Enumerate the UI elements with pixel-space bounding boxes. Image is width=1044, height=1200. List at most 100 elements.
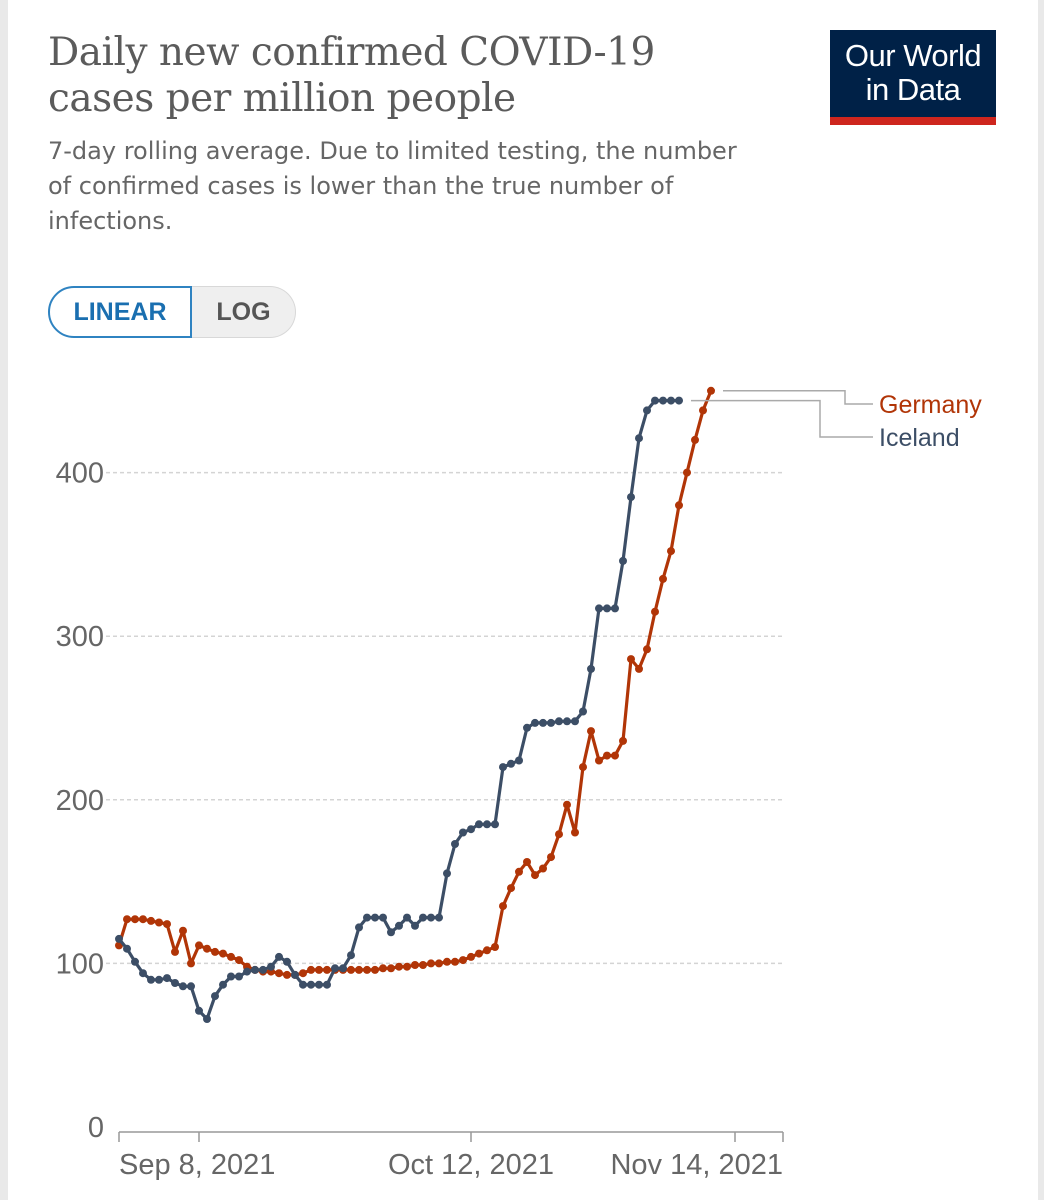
- germany-point-45: [475, 949, 483, 958]
- iceland-point-66: [643, 406, 651, 415]
- germany-point-67: [651, 607, 659, 616]
- germany-point-5: [155, 918, 163, 927]
- iceland-point-47: [491, 820, 499, 829]
- germany-point-55: [555, 830, 563, 839]
- iceland-point-44: [467, 825, 475, 834]
- series-germany: [115, 386, 715, 979]
- germany-point-53: [539, 864, 547, 873]
- germany-point-32: [371, 965, 379, 974]
- iceland-point-36: [403, 913, 411, 922]
- germany-point-62: [611, 751, 619, 760]
- x-tick-label-1: Oct 12, 2021: [388, 1149, 554, 1181]
- germany-point-60: [595, 756, 603, 765]
- chart-title: Daily new confirmed COVID-19 cases per m…: [48, 30, 655, 121]
- iceland-point-1: [123, 944, 131, 953]
- germany-point-15: [235, 956, 243, 965]
- frame-left: [0, 0, 8, 1200]
- germany-point-6: [163, 920, 171, 929]
- legend-label-germany: Germany: [879, 391, 982, 419]
- germany-point-2: [131, 915, 139, 924]
- iceland-point-21: [283, 957, 291, 966]
- germany-point-58: [579, 763, 587, 772]
- logo-line-2: in Data: [865, 72, 961, 107]
- germany-point-56: [563, 800, 571, 809]
- iceland-point-3: [139, 969, 147, 978]
- iceland-point-53: [539, 718, 547, 727]
- germany-point-66: [643, 645, 651, 654]
- iceland-point-5: [155, 975, 163, 984]
- iceland-point-26: [323, 980, 331, 989]
- iceland-point-18: [259, 965, 267, 974]
- iceland-point-60: [595, 604, 603, 613]
- iceland-point-2: [131, 957, 139, 966]
- iceland-point-51: [523, 723, 531, 732]
- germany-point-1: [123, 915, 131, 924]
- iceland-point-65: [635, 434, 643, 443]
- iceland-point-64: [627, 493, 635, 502]
- y-tick-label-200: 200: [56, 785, 104, 817]
- germany-point-26: [323, 965, 331, 974]
- iceland-point-48: [499, 763, 507, 772]
- frame-right: [1038, 0, 1044, 1200]
- germany-point-63: [619, 736, 627, 745]
- iceland-point-63: [619, 556, 627, 565]
- iceland-point-59: [587, 664, 595, 673]
- germany-point-73: [699, 406, 707, 415]
- iceland-point-12: [211, 992, 219, 1001]
- series-line-germany: [117, 390, 713, 977]
- iceland-point-42: [451, 840, 459, 848]
- iceland-point-9: [187, 982, 195, 991]
- iceland-point-24: [307, 980, 315, 989]
- germany-point-57: [571, 828, 579, 837]
- iceland-point-67: [651, 396, 659, 405]
- iceland-point-41: [443, 869, 451, 878]
- y-axis-tick-labels: 0 100 200 300 400: [56, 458, 104, 1144]
- germany-point-68: [659, 574, 667, 583]
- germany-point-4: [147, 916, 155, 925]
- germany-point-13: [219, 949, 227, 958]
- iceland-point-6: [163, 974, 171, 983]
- germany-point-24: [307, 965, 315, 974]
- iceland-point-34: [387, 928, 395, 937]
- iceland-point-62: [611, 604, 619, 613]
- iceland-point-61: [603, 604, 611, 613]
- germany-point-40: [435, 959, 443, 968]
- owid-logo[interactable]: Our World in Data: [830, 30, 996, 125]
- iceland-point-33: [379, 913, 387, 922]
- iceland-point-23: [299, 980, 307, 989]
- germany-point-74: [707, 386, 715, 395]
- iceland-point-31: [363, 913, 371, 922]
- germany-point-9: [187, 959, 195, 968]
- iceland-point-14: [227, 972, 235, 981]
- iceland-point-38: [419, 913, 427, 922]
- iceland-point-56: [563, 717, 571, 726]
- germany-point-43: [459, 956, 467, 965]
- iceland-point-22: [291, 970, 299, 979]
- germany-point-20: [275, 969, 283, 978]
- iceland-point-29: [347, 951, 355, 960]
- germany-point-37: [411, 961, 419, 969]
- germany-point-34: [387, 964, 395, 973]
- chart-subtitle: 7-day rolling average. Due to limited te…: [48, 137, 737, 235]
- germany-point-38: [419, 961, 427, 969]
- germany-point-31: [363, 965, 371, 974]
- iceland-point-17: [251, 965, 259, 974]
- germany-point-51: [523, 858, 531, 866]
- linear-scale-button[interactable]: LINEAR: [48, 286, 192, 338]
- legend-connector-germany: [723, 390, 873, 405]
- iceland-point-68: [659, 396, 667, 405]
- logo-line-1: Our World: [844, 38, 982, 73]
- log-scale-button[interactable]: LOG: [192, 286, 296, 338]
- iceland-point-25: [315, 980, 323, 989]
- germany-point-69: [667, 547, 675, 556]
- iceland-point-15: [235, 972, 243, 981]
- iceland-point-37: [411, 921, 419, 930]
- iceland-point-50: [515, 756, 523, 765]
- germany-point-46: [483, 946, 491, 955]
- germany-point-64: [627, 655, 635, 664]
- iceland-point-7: [171, 979, 179, 987]
- iceland-point-32: [371, 913, 379, 922]
- iceland-point-55: [555, 717, 563, 726]
- germany-point-50: [515, 867, 523, 876]
- iceland-point-20: [275, 952, 283, 961]
